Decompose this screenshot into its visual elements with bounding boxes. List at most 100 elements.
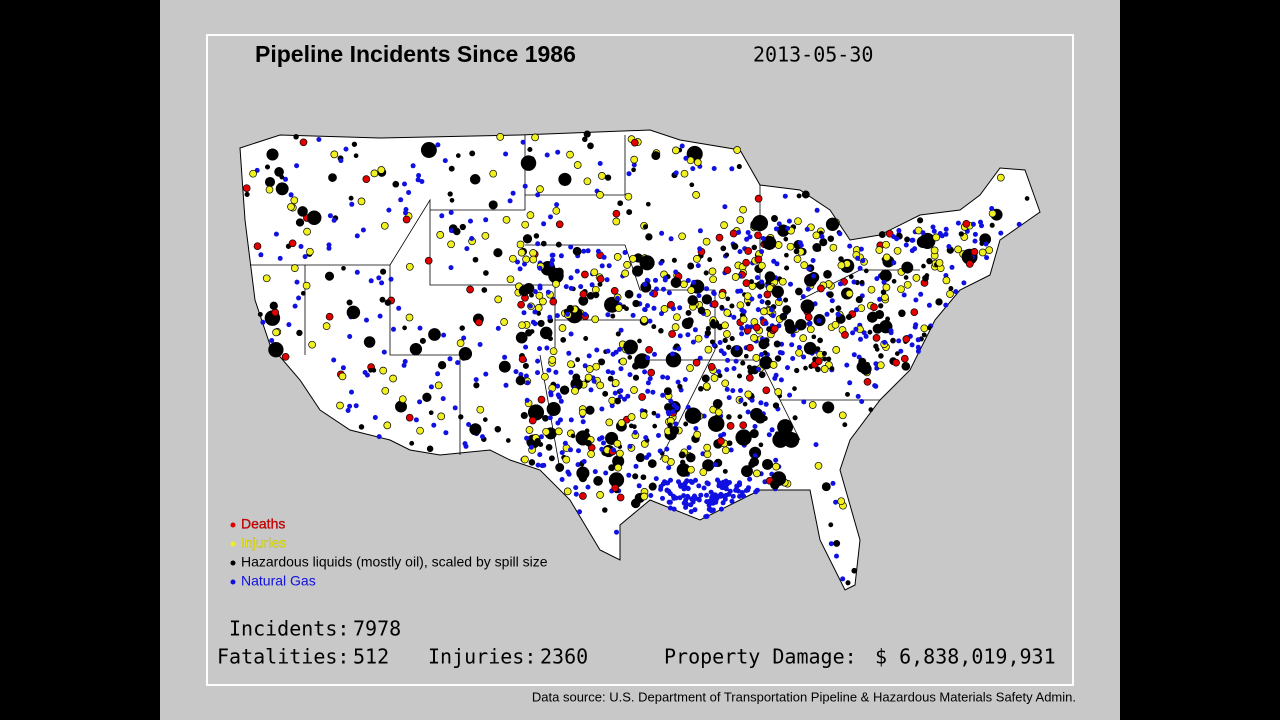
- legend-bullet: [230, 560, 236, 566]
- incident-dot: [466, 285, 474, 294]
- incident-dot: [537, 265, 543, 271]
- incident-dot: [585, 405, 595, 415]
- incident-dot: [912, 246, 918, 252]
- incident-dot: [998, 230, 1004, 236]
- incident-dot: [735, 429, 752, 446]
- incident-dot: [459, 223, 466, 231]
- incident-dot: [300, 290, 306, 296]
- incident-dot: [453, 227, 461, 236]
- incident-dot: [469, 423, 482, 436]
- incident-dot: [537, 285, 543, 291]
- incident-dot: [741, 465, 753, 478]
- incident-dot: [916, 236, 929, 248]
- incident-dot: [692, 191, 700, 199]
- incident-dot: [704, 499, 710, 505]
- incident-dot: [729, 303, 735, 309]
- incident-dot: [891, 260, 897, 266]
- incident-dot: [774, 355, 782, 362]
- incident-dot: [812, 231, 821, 240]
- incident-dot: [845, 313, 853, 321]
- incident-dot: [553, 369, 559, 375]
- incident-dot: [515, 331, 528, 344]
- incident-dot: [384, 299, 392, 306]
- incident-dot: [709, 339, 715, 345]
- incident-dot: [626, 209, 633, 216]
- incident-dot: [821, 351, 827, 357]
- incident-dot: [745, 301, 751, 307]
- incident-dot: [539, 326, 553, 340]
- incident-dot: [679, 143, 685, 149]
- incident-dot: [729, 229, 738, 238]
- incident-dot: [513, 369, 519, 375]
- damage-label: Property Damage:: [664, 645, 857, 669]
- incident-dot: [566, 304, 574, 313]
- incident-dot: [743, 353, 749, 359]
- incident-dot: [530, 319, 536, 325]
- incident-dot: [260, 319, 266, 325]
- incident-dots: [242, 130, 1030, 586]
- incident-dot: [258, 252, 264, 258]
- incident-dot: [522, 234, 533, 244]
- incident-dot: [842, 422, 848, 428]
- incident-dot: [808, 401, 817, 409]
- incident-dot: [978, 219, 983, 225]
- incident-dot: [257, 311, 263, 317]
- incident-dot: [799, 334, 808, 342]
- incident-dot: [935, 258, 944, 267]
- incident-dot: [793, 248, 800, 255]
- title: Pipeline Incidents Since 1986: [255, 41, 576, 67]
- incident-dot: [898, 309, 906, 318]
- incident-dot: [381, 386, 390, 395]
- incident-dot: [642, 281, 648, 287]
- incident-dot: [680, 280, 688, 289]
- incident-dot: [702, 382, 711, 391]
- map: [239, 129, 1041, 591]
- incident-dot: [598, 172, 606, 180]
- incident-dot: [922, 274, 929, 282]
- incident-dot: [740, 360, 746, 366]
- incident-dot: [448, 165, 455, 172]
- incident-dot: [505, 438, 511, 443]
- incident-dot: [673, 421, 679, 427]
- incident-dot: [611, 379, 620, 387]
- incident-dot: [322, 322, 331, 330]
- incident-dot: [611, 484, 620, 492]
- incident-dot: [325, 312, 334, 321]
- incident-dot: [625, 393, 631, 399]
- incident-dot: [903, 242, 909, 248]
- incident-dot: [739, 307, 745, 313]
- incident-dot: [566, 471, 572, 477]
- incident-dot: [518, 321, 526, 330]
- incident-dot: [506, 275, 515, 284]
- incident-dot: [563, 284, 569, 290]
- incident-dot: [434, 381, 443, 390]
- incident-dot: [720, 221, 728, 229]
- incident-dot: [388, 276, 394, 282]
- incident-dot: [704, 492, 709, 498]
- incident-dot: [739, 325, 745, 331]
- incident-dot: [663, 387, 672, 396]
- incident-dot: [660, 392, 666, 398]
- incident-dot: [718, 433, 724, 439]
- incident-dot: [636, 293, 642, 299]
- incident-dot: [379, 296, 386, 303]
- incident-dot: [568, 417, 574, 423]
- incident-dot: [354, 269, 360, 275]
- incident-dot: [795, 318, 807, 331]
- incident-dot: [782, 305, 792, 315]
- incident-dot: [456, 339, 465, 347]
- incident-dot: [872, 334, 881, 342]
- incident-dot: [601, 440, 606, 446]
- incident-dot: [683, 155, 689, 161]
- incident-dot: [534, 437, 541, 445]
- incident-dot: [573, 491, 579, 497]
- incident-dot: [292, 303, 298, 309]
- incident-dot: [801, 354, 807, 360]
- incident-dot: [402, 181, 407, 187]
- incident-dot: [676, 346, 682, 352]
- incidents-label: Incidents:: [229, 617, 349, 641]
- legend-label: Injuries: [241, 535, 286, 551]
- incident-dot: [582, 311, 588, 317]
- incident-dot: [697, 355, 703, 361]
- incident-dot: [759, 352, 765, 357]
